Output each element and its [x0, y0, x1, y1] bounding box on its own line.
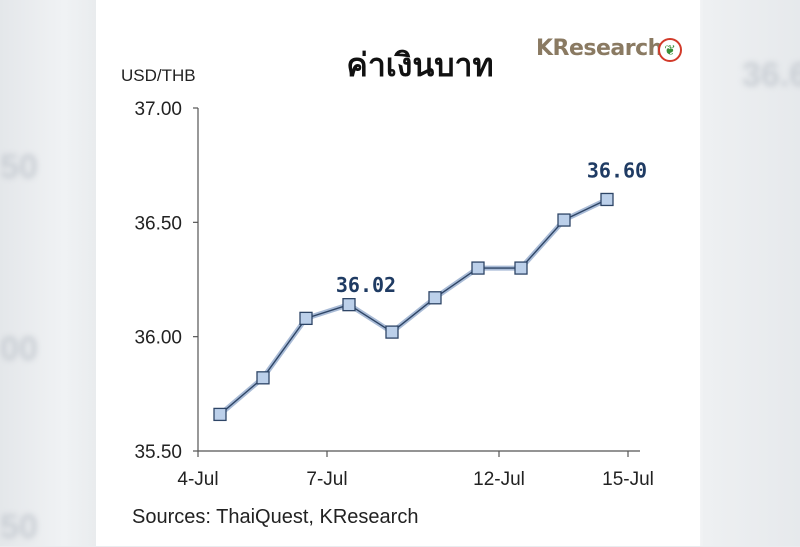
data-point-marker: [557, 213, 571, 227]
blurred-background-text: 50: [0, 508, 38, 546]
chart-panel: [96, 0, 700, 546]
data-label: 36.60: [587, 158, 647, 182]
x-tick-label: 12-Jul: [473, 469, 525, 490]
chart-axes: 35.50 36.00 36.50 37.00 4-Jul 7-Jul 12-Jul 15-J…: [134, 99, 653, 490]
series-usd-thb: [213, 192, 614, 422]
y-tick-label: 36.50: [134, 213, 182, 234]
y-tick-label: 36.00: [134, 328, 182, 349]
y-axis-unit-label: USD/THB: [121, 66, 196, 85]
kbank-leaf-icon: ❦: [658, 38, 682, 62]
series-line-shadow: [218, 197, 609, 417]
data-point-marker: [213, 407, 227, 422]
data-labels: 36.02 36.60: [336, 158, 647, 297]
data-label: 36.02: [336, 273, 396, 297]
data-point-marker: [342, 298, 356, 312]
x-tick-label: 4-Jul: [177, 469, 218, 490]
blurred-background-text: 36.6: [742, 56, 800, 94]
data-point-marker: [299, 311, 313, 326]
y-tick-label: 37.00: [134, 99, 182, 120]
y-tick-label: 35.50: [134, 442, 182, 463]
data-point-marker: [600, 192, 614, 207]
chart-title: ค่าเงินบาท: [346, 46, 494, 84]
blurred-background-text: 50: [0, 148, 38, 186]
data-point-marker: [471, 261, 485, 275]
data-point-marker: [428, 291, 442, 305]
x-tick-label: 15-Jul: [602, 469, 654, 490]
kresearch-logo: KResearch: [536, 36, 663, 61]
blurred-background-text: 00: [0, 330, 38, 368]
source-note: Sources: ThaiQuest, KResearch: [132, 506, 419, 528]
series-line: [219, 198, 608, 415]
data-point-marker: [514, 261, 528, 275]
data-point-marker: [256, 371, 270, 385]
x-tick-label: 7-Jul: [306, 469, 347, 490]
data-point-marker: [385, 325, 399, 339]
